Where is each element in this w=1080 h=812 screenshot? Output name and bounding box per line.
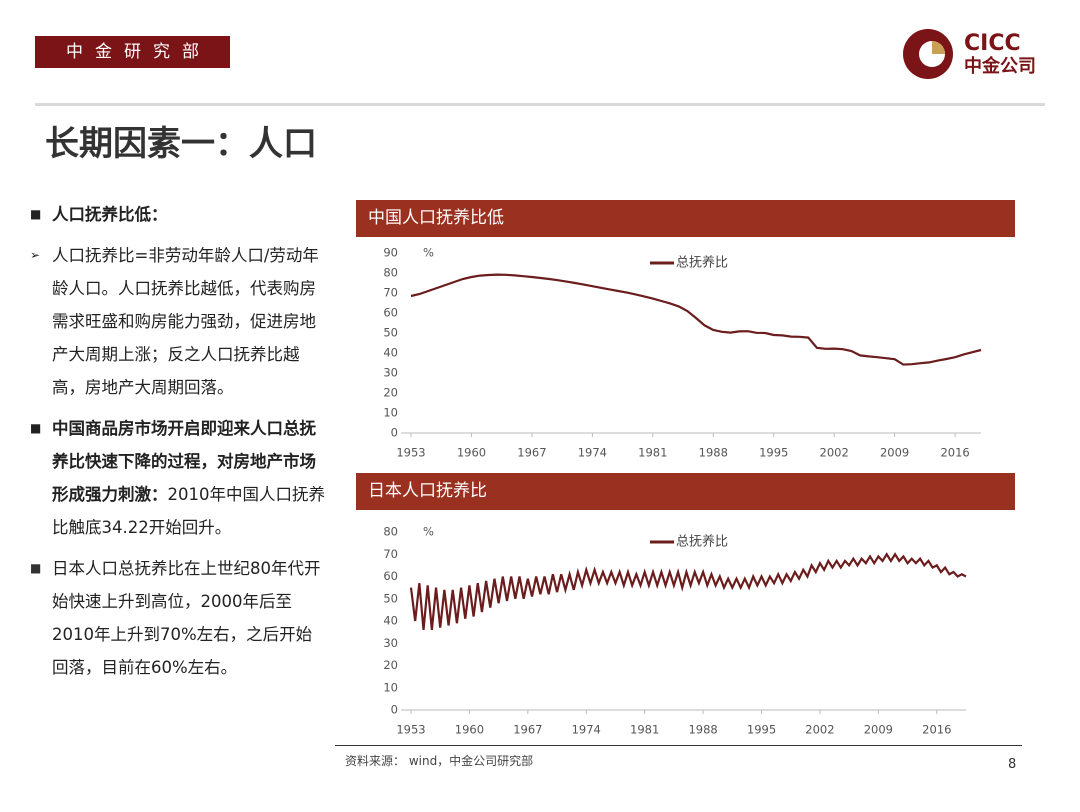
x-tick-label: 1988 (688, 723, 717, 737)
y-tick-label: 10 (383, 406, 398, 420)
y-tick-label: 40 (383, 346, 398, 360)
bullet: 中国商品房市场开启即迎来人口总抚养比快速下降的过程，对房地产市场形成强力刺激：2… (30, 412, 326, 544)
y-tick-label: 90 (383, 246, 398, 260)
y-tick-label: 50 (383, 326, 398, 340)
x-tick-label: 1953 (396, 723, 425, 737)
divider (35, 103, 1045, 106)
x-tick-label: 1974 (578, 446, 607, 460)
x-tick-label: 2002 (820, 446, 849, 460)
chart: 0 10 20 30 40 50 60 70 80 1953 1960 1967 1974 1981 198… (383, 525, 967, 737)
page-number: 8 (1008, 757, 1017, 772)
chart: 0 10 20 30 40 50 60 70 80 90 1953 1960 1967 1974 1981 1… (383, 246, 982, 460)
y-tick-label: 80 (383, 525, 398, 539)
legend-label: 总抚养比 (676, 255, 728, 271)
y-tick-label: 60 (383, 569, 398, 583)
logo-en: CICC (964, 31, 1021, 56)
x-tick-label: 1988 (699, 446, 728, 460)
bullet: 人口抚养比低： (30, 198, 326, 231)
y-tick-label: 70 (383, 286, 398, 300)
footer-rule (335, 745, 1022, 746)
y-tick-label: 20 (383, 658, 398, 672)
bullet: 人口抚养比=非劳动年龄人口/劳动年龄人口。人口抚养比越低，代表购房需求旺盛和购房… (30, 239, 326, 404)
y-tick-label: 80 (383, 266, 398, 280)
x-tick-label: 1981 (630, 723, 659, 737)
slide-title: 长期因素一：人口 (45, 124, 317, 164)
x-tick-label: 1960 (457, 446, 486, 460)
x-tick-label: 1967 (513, 723, 542, 737)
logo: CICC 中金公司 (903, 29, 1036, 79)
bullet-text: 人口抚养比低： (52, 205, 168, 224)
logo-cn: 中金公司 (964, 55, 1036, 77)
logo-mark (932, 41, 945, 54)
org-label: 中金研究部 (35, 36, 230, 68)
legend-label: 总抚养比 (676, 534, 728, 550)
x-tick-label: 2016 (922, 723, 951, 737)
x-tick-label: 2009 (864, 723, 893, 737)
bullet-text: 日本人口总抚养比在上世纪80年代开始快速上升到高位，2000年后至2010年上升… (52, 559, 321, 677)
y-tick-label: 40 (383, 614, 398, 628)
chart-title: 中国人口抚养比低 (356, 200, 1015, 237)
y-tick-label: 20 (383, 386, 398, 400)
bullet-text: 中国商品房市场开启即迎来人口总抚养比快速下降的过程，对房地产市场形成强力刺激： (52, 419, 316, 504)
y-tick-label: 30 (383, 636, 398, 650)
x-tick-label: 1960 (455, 723, 484, 737)
x-tick-label: 2002 (805, 723, 834, 737)
series-line (409, 552, 967, 631)
y-unit: % (423, 525, 434, 539)
bullet: 日本人口总抚养比在上世纪80年代开始快速上升到高位，2000年后至2010年上升… (30, 552, 326, 684)
bullet-list: 人口抚养比低： 人口抚养比=非劳动年龄人口/劳动年龄人口。人口抚养比越低，代表购房… (30, 198, 326, 692)
source: 资料来源： wind，中金公司研究部 (345, 754, 534, 768)
x-tick-label: 1995 (747, 723, 776, 737)
x-tick-label: 1967 (517, 446, 546, 460)
y-tick-label: 0 (391, 703, 398, 717)
y-unit: % (423, 246, 434, 260)
y-tick-label: 50 (383, 591, 398, 605)
y-tick-label: 60 (383, 306, 398, 320)
chart-title: 日本人口抚养比 (356, 473, 1015, 510)
x-tick-label: 2016 (940, 446, 969, 460)
series-line (410, 273, 982, 366)
x-tick-label: 1974 (572, 723, 601, 737)
bullet-text: 2010年中国人口抚养比触底34.22开始回升。 (52, 485, 325, 537)
y-tick-label: 30 (383, 366, 398, 380)
x-tick-label: 1953 (396, 446, 425, 460)
bullet-text: 人口抚养比=非劳动年龄人口/劳动年龄人口。人口抚养比越低，代表购房需求旺盛和购房… (52, 246, 319, 397)
y-tick-label: 0 (391, 426, 398, 440)
x-tick-label: 1995 (759, 446, 788, 460)
y-tick-label: 10 (383, 680, 398, 694)
x-tick-label: 1981 (638, 446, 667, 460)
x-tick-label: 2009 (880, 446, 909, 460)
y-tick-label: 70 (383, 547, 398, 561)
